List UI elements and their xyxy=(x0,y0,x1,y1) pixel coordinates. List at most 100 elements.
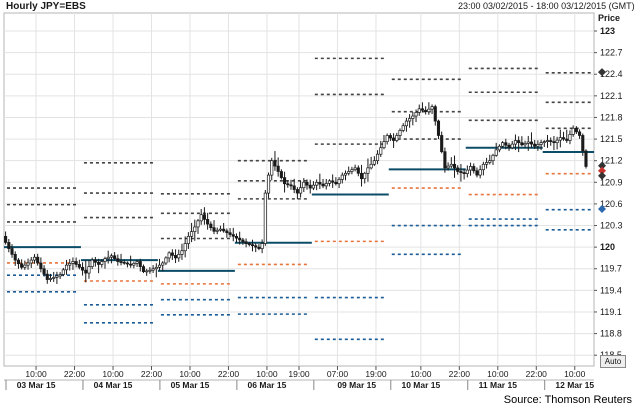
candle-body xyxy=(39,262,43,270)
candle-body xyxy=(77,264,81,268)
candle-body xyxy=(568,134,572,141)
x-tick-label: 10:00 xyxy=(410,369,432,379)
candle-body xyxy=(504,142,508,146)
y-tick-label: 120.3 xyxy=(600,221,623,231)
candle-body xyxy=(456,167,460,172)
candle-body xyxy=(430,106,434,110)
day-label: 11 Mar 15 xyxy=(479,380,518,390)
candle-body xyxy=(68,262,72,266)
price-marker xyxy=(598,166,606,175)
candle-body xyxy=(241,239,245,243)
candle-body xyxy=(475,170,479,176)
y-tick-label: 122.4 xyxy=(600,69,623,79)
candle-body xyxy=(385,135,389,142)
x-tick-label: 10:00 xyxy=(102,369,124,379)
candle-body xyxy=(276,165,280,172)
candle-body xyxy=(497,145,501,151)
candle-body xyxy=(270,160,274,176)
auto-scale-button[interactable]: Auto xyxy=(600,355,626,368)
x-tick-label: 10:00 xyxy=(487,369,509,379)
candle-body xyxy=(359,172,364,180)
candle-body xyxy=(305,181,309,186)
candle-body xyxy=(103,258,107,262)
candle-body xyxy=(558,137,562,141)
candle-body xyxy=(177,253,181,259)
candle-body xyxy=(32,256,37,261)
candle-body xyxy=(90,259,94,267)
candle-body xyxy=(327,180,332,184)
x-tick-label: 22:00 xyxy=(141,369,163,379)
candle-body xyxy=(545,140,550,142)
candle-body xyxy=(170,252,174,256)
candle-body xyxy=(157,264,162,268)
axis-layer: 118.5118.8119.1119.4119.7120120.3120.612… xyxy=(4,26,623,390)
candle-body xyxy=(218,228,222,231)
candle-body xyxy=(488,160,492,163)
day-label: 03 Mar 15 xyxy=(17,380,56,390)
x-tick-label: 22:00 xyxy=(218,369,240,379)
y-tick-label: 123 xyxy=(600,26,615,36)
candle-body xyxy=(71,261,75,264)
x-tick-label: 22:00 xyxy=(526,369,548,379)
candle-body xyxy=(61,269,65,275)
candles-layer xyxy=(4,102,588,284)
candle-body xyxy=(74,261,78,265)
day-label: 04 Mar 15 xyxy=(94,380,133,390)
candle-body xyxy=(417,108,421,113)
candle-body xyxy=(388,135,392,139)
day-label: 06 Mar 15 xyxy=(248,380,287,390)
candle-body xyxy=(42,268,46,275)
candle-body xyxy=(542,141,546,144)
candle-body xyxy=(533,143,537,147)
candle-body xyxy=(555,139,559,144)
candle-body xyxy=(311,184,315,189)
candle-body xyxy=(366,167,370,174)
candle-body xyxy=(257,246,261,249)
candle-body xyxy=(443,151,447,169)
candle-body xyxy=(129,263,133,266)
candle-body xyxy=(234,235,239,239)
candle-body xyxy=(347,171,351,174)
candle-body xyxy=(481,163,485,171)
candle-body xyxy=(449,163,453,167)
candle-body xyxy=(369,163,373,169)
candle-body xyxy=(424,109,428,113)
candle-body xyxy=(331,180,335,183)
candle-body xyxy=(263,192,267,244)
candle-body xyxy=(45,273,49,280)
price-marker xyxy=(598,204,606,213)
candle-body xyxy=(279,171,283,178)
candle-body xyxy=(308,184,312,189)
day-label: 05 Mar 15 xyxy=(171,380,210,390)
chart-time-range: 23:00 03/02/2015 - 18:00 03/12/2015 (GMT… xyxy=(458,1,635,11)
candle-body xyxy=(10,248,14,255)
candle-body xyxy=(485,162,489,165)
candle-body xyxy=(401,125,405,131)
day-label: 12 Mar 15 xyxy=(555,380,594,390)
candle-body xyxy=(356,167,360,174)
candle-body xyxy=(81,266,85,271)
candle-body xyxy=(52,277,56,279)
x-tick-label: 22:00 xyxy=(449,369,471,379)
candle-body xyxy=(529,141,534,145)
candle-body xyxy=(517,140,521,144)
candle-body xyxy=(526,141,530,144)
candle-body xyxy=(398,130,402,136)
candle-body xyxy=(452,163,457,169)
candle-body xyxy=(299,187,303,194)
x-tick-label: 19:00 xyxy=(288,369,310,379)
candle-body xyxy=(202,214,206,220)
candle-body xyxy=(215,229,219,232)
candle-body xyxy=(513,140,517,145)
candle-body xyxy=(507,144,511,149)
x-tick-label: 10:00 xyxy=(25,369,47,379)
candle-body xyxy=(238,237,242,241)
candle-body xyxy=(273,160,277,167)
candle-body xyxy=(561,137,566,140)
candle-body xyxy=(295,189,299,194)
candle-body xyxy=(578,131,582,136)
candle-body xyxy=(372,160,376,165)
candle-body xyxy=(427,108,431,113)
candle-body xyxy=(292,185,296,190)
